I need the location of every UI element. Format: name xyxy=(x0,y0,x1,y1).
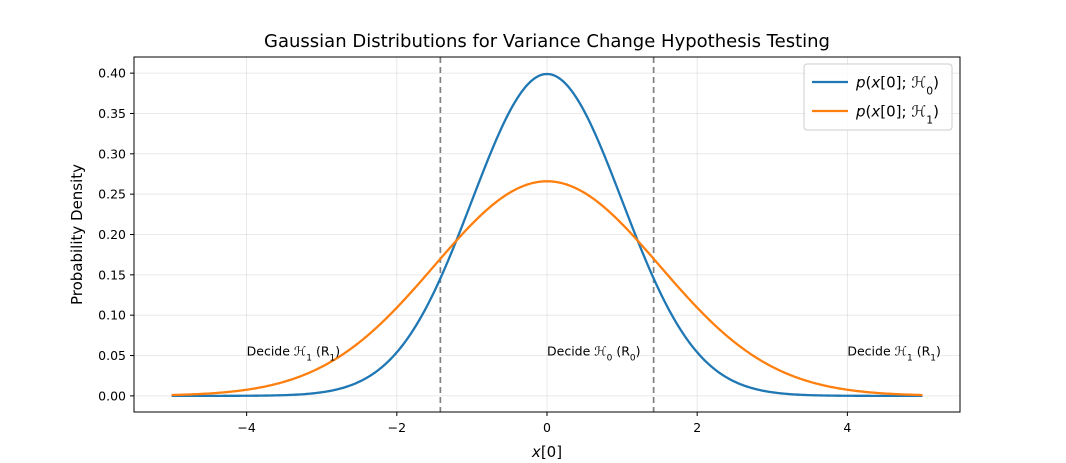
threshold-lines xyxy=(439,57,655,412)
y-tick-label: 0.20 xyxy=(98,227,126,242)
x-tick-label: −4 xyxy=(237,420,255,435)
y-tick-label: 0.15 xyxy=(98,267,126,282)
y-tick-label: 0.10 xyxy=(98,308,126,323)
series-line-h1 xyxy=(171,180,923,397)
y-tick-label: 0.35 xyxy=(98,106,126,121)
x-tick-label: −2 xyxy=(388,420,406,435)
y-tick-label: 0.05 xyxy=(98,348,126,363)
region-annotation: Decide ℋ1 (R1) xyxy=(847,344,941,364)
x-tick-label: 4 xyxy=(843,420,851,435)
legend: p(x[0]; ℋ0) p(x[0]; ℋ1) xyxy=(803,63,953,131)
legend-label: p(x[0]; ℋ0) xyxy=(855,74,939,98)
series-line-h0 xyxy=(171,72,923,398)
y-axis-label: Probability Density xyxy=(68,164,86,305)
y-axis-ticks: 0.00 0.05 0.10 0.15 0.20 0.25 0.30 0.35 0.40 xyxy=(98,66,134,403)
x-axis-label: x[0] xyxy=(531,443,562,461)
y-tick-label: 0.25 xyxy=(98,187,126,202)
y-tick-label: 0.40 xyxy=(98,66,126,81)
legend-box xyxy=(803,63,953,131)
annotations: Decide ℋ1 (R1) Decide ℋ0 (R0) Decide ℋ1 (R… xyxy=(247,344,941,364)
x-tick-label: 0 xyxy=(543,420,551,435)
chart-title: Gaussian Distributions for Variance Chan… xyxy=(264,31,830,52)
x-tick-label: 2 xyxy=(693,420,701,435)
y-tick-label: 0.00 xyxy=(98,388,126,403)
x-axis-ticks: −4 −2 0 2 4 xyxy=(237,412,851,435)
legend-label: p(x[0]; ℋ1) xyxy=(855,103,939,127)
y-tick-label: 0.30 xyxy=(98,146,126,161)
series-lines xyxy=(171,72,923,398)
region-annotation: Decide ℋ0 (R0) xyxy=(547,344,641,364)
region-annotation: Decide ℋ1 (R1) xyxy=(247,344,341,364)
